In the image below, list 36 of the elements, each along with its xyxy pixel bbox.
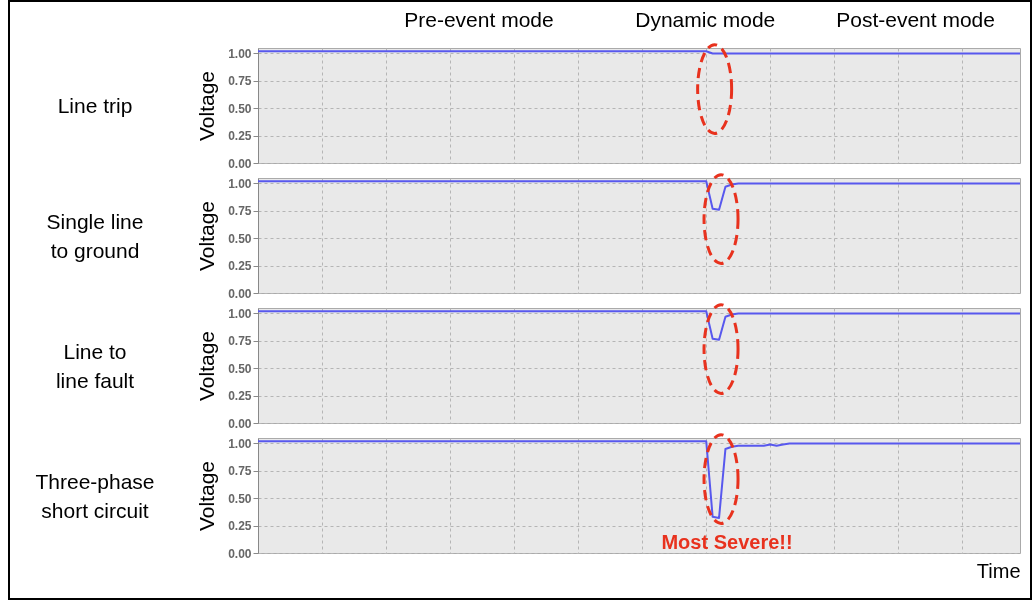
y-tick-label: 0.75 — [228, 74, 252, 89]
y-tick-label: 0.50 — [228, 491, 252, 506]
y-tick-label: 0.25 — [228, 519, 252, 534]
y-tick-label: 1.00 — [228, 436, 252, 451]
y-tick-label: 0.75 — [228, 464, 252, 479]
y-tick-label: 0.25 — [228, 259, 252, 274]
y-axis-title: Voltage — [195, 460, 219, 532]
x-axis-title: Time — [976, 559, 1021, 582]
y-tick-label: 1.00 — [228, 46, 252, 61]
line-series — [258, 310, 1020, 341]
y-axis-title: Voltage — [195, 70, 219, 142]
text: Single line to ground — [45, 208, 145, 264]
y-tick-label: 0.25 — [228, 389, 252, 404]
y-tick-label: 0.00 — [228, 546, 252, 561]
text: Three-phase short circuit — [34, 468, 156, 524]
y-tick-label: 0.75 — [228, 204, 252, 219]
text: Dynamic mode — [635, 8, 776, 32]
text: Pre-event mode — [404, 8, 554, 32]
annotation: Most Severe!! — [661, 531, 793, 553]
y-tick-label: 0.50 — [228, 361, 252, 376]
y-tick-label: 0.00 — [228, 416, 252, 431]
text: Line to line fault — [54, 338, 136, 394]
y-tick-label: 0.00 — [228, 156, 252, 171]
line-series — [258, 440, 1020, 519]
y-tick-label: 0.75 — [228, 334, 252, 349]
y-tick-label: 0.50 — [228, 101, 252, 116]
y-tick-label: 0.50 — [228, 231, 252, 246]
y-tick-label: 0.00 — [228, 286, 252, 301]
y-tick-label: 1.00 — [228, 176, 252, 191]
text: Post-event mode — [836, 8, 995, 32]
y-tick-label: 1.00 — [228, 306, 252, 321]
text: Line trip — [56, 93, 134, 119]
line-series — [258, 180, 1020, 211]
y-axis-title: Voltage — [195, 330, 219, 402]
y-tick-label: 0.25 — [228, 129, 252, 144]
y-axis-title: Voltage — [195, 200, 219, 272]
